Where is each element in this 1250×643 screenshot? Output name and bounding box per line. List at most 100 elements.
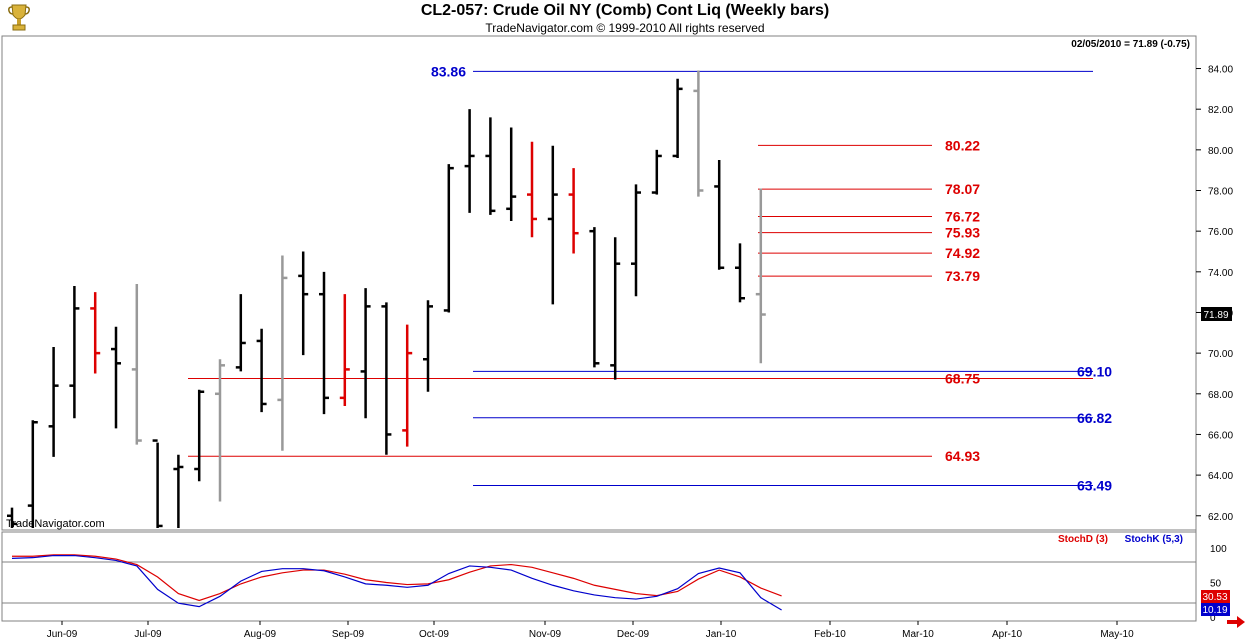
level-label-0: 83.86	[431, 63, 466, 79]
stochd-last-box	[1201, 590, 1230, 603]
price-axis: 84.0082.0080.0078.0076.0074.0072.0070.00…	[1196, 65, 1233, 523]
ohlc-bar	[755, 188, 766, 364]
level-label-11: 63.49	[1077, 477, 1112, 493]
ohlc-bar	[215, 359, 225, 502]
chart-header: CL2-057: Crude Oil NY (Comb) Cont Liq (W…	[0, 0, 1250, 36]
ohlc-bar	[402, 324, 413, 447]
stochk-legend: StochK (5,3)	[1125, 534, 1183, 545]
ohlc-bar	[527, 141, 537, 238]
ohlc-bar	[256, 328, 267, 413]
y-tick-label: 76.00	[1208, 227, 1233, 238]
ohlc-bar	[131, 284, 142, 445]
ohlc-bar	[506, 127, 517, 221]
ohlc-bar	[235, 294, 246, 372]
watermark-text: TradeNavigator.com	[6, 518, 105, 530]
chart-title: CL2-057: Crude Oil NY (Comb) Cont Liq (W…	[420, 2, 830, 19]
x-tick-label: Dec-09	[617, 629, 650, 640]
x-tick-label: Jan-10	[706, 629, 737, 640]
stoch-tick-label: 100	[1210, 544, 1227, 555]
stochd-legend: StochD (3)	[1058, 534, 1108, 545]
y-tick-label: 80.00	[1208, 146, 1233, 157]
last-quote-text: 02/05/2010 = 71.89 (-0.75)	[1071, 39, 1190, 50]
level-label-8: 68.75	[945, 371, 980, 387]
x-tick-label: Sep-09	[332, 629, 365, 640]
ohlc-bar	[423, 300, 433, 392]
time-axis: Jun-09 Jul-09 Aug-09 Sep-09 Oct-09 Nov-09 Dec-…	[47, 621, 1134, 640]
y-tick-label: 70.00	[1208, 349, 1233, 360]
ohlc-bar	[319, 271, 329, 415]
y-tick-label: 68.00	[1208, 390, 1233, 401]
stoch-tick-label: 0	[1210, 613, 1216, 624]
ohlc-bar	[464, 109, 475, 213]
y-tick-label: 64.00	[1208, 471, 1233, 482]
ohlc-bar	[298, 251, 309, 356]
ohlc-bar	[485, 117, 496, 215]
level-label-9: 66.82	[1077, 410, 1112, 426]
ohlc-bar	[714, 160, 725, 270]
ohlc-bar	[589, 227, 600, 368]
level-label-5: 74.92	[945, 245, 980, 261]
level-label-6: 73.79	[945, 268, 980, 284]
y-tick-label: 74.00	[1208, 268, 1233, 279]
level-label-3: 76.72	[945, 209, 980, 225]
x-tick-label: Mar-10	[902, 629, 934, 640]
x-tick-label: Nov-09	[529, 629, 562, 640]
x-tick-label: Jun-09	[47, 629, 78, 640]
stochd-line	[12, 554, 782, 602]
stochk-line	[11, 554, 782, 611]
last-value-box	[1201, 307, 1232, 321]
level-label-10: 64.93	[945, 448, 980, 464]
stochk-last-label: 10.19	[1202, 605, 1227, 616]
ohlc-bar	[69, 286, 80, 419]
ohlc-bar	[173, 454, 184, 528]
ohlc-bar	[443, 164, 454, 313]
ohlc-bar	[111, 326, 121, 429]
ohlc-bar	[651, 149, 662, 195]
x-tick-label: Oct-09	[419, 629, 449, 640]
ohlc-bar	[360, 288, 371, 419]
ohlc-bar	[672, 78, 683, 158]
y-tick-label: 66.00	[1208, 430, 1233, 441]
last-value-label: 71.89	[1203, 310, 1228, 321]
ohlc-bars-group	[7, 70, 766, 528]
ohlc-bar	[277, 255, 288, 451]
y-tick-label: 84.00	[1208, 65, 1233, 76]
ohlc-bar	[339, 294, 350, 406]
ohlc-bar	[7, 507, 17, 528]
x-tick-label: Feb-10	[814, 629, 846, 640]
ohlc-bar	[381, 302, 392, 455]
ohlc-bar	[194, 389, 205, 482]
ohlc-bar	[48, 347, 59, 457]
ohlc-bar	[152, 439, 163, 528]
ohlc-bar	[568, 168, 579, 254]
stochastic-group: 100 50 0	[11, 544, 1227, 624]
scroll-right-arrow-icon[interactable]	[1226, 616, 1246, 628]
x-tick-label: May-10	[1100, 629, 1134, 640]
stoch-plot-frame	[1, 531, 1197, 622]
ohlc-bar	[27, 420, 38, 528]
level-label-7: 69.10	[1077, 363, 1112, 379]
chart-subtitle: TradeNavigator.com © 1999-2010 All right…	[485, 21, 765, 35]
ohlc-bar	[693, 70, 704, 197]
level-label-1: 80.22	[945, 137, 980, 153]
x-tick-label: Apr-10	[992, 629, 1022, 640]
y-tick-label: 82.00	[1208, 105, 1233, 116]
x-tick-label: Aug-09	[244, 629, 277, 640]
ohlc-bar	[547, 145, 558, 305]
level-label-4: 75.93	[945, 225, 980, 241]
trophy-logo-icon	[8, 4, 30, 31]
x-tick-label: Jul-09	[134, 629, 162, 640]
ohlc-bar	[90, 292, 101, 374]
stochk-last-box	[1201, 603, 1230, 616]
y-tick-label: 78.00	[1208, 187, 1233, 198]
main-plot-frame	[1, 35, 1197, 531]
stoch-tick-label: 50	[1210, 579, 1222, 590]
stochd-last-label: 30.53	[1202, 592, 1227, 603]
y-tick-label: 62.00	[1208, 512, 1233, 523]
ohlc-bar	[610, 237, 621, 380]
ohlc-bar	[735, 243, 745, 303]
level-label-2: 78.07	[945, 181, 980, 197]
ohlc-bar	[631, 184, 641, 297]
